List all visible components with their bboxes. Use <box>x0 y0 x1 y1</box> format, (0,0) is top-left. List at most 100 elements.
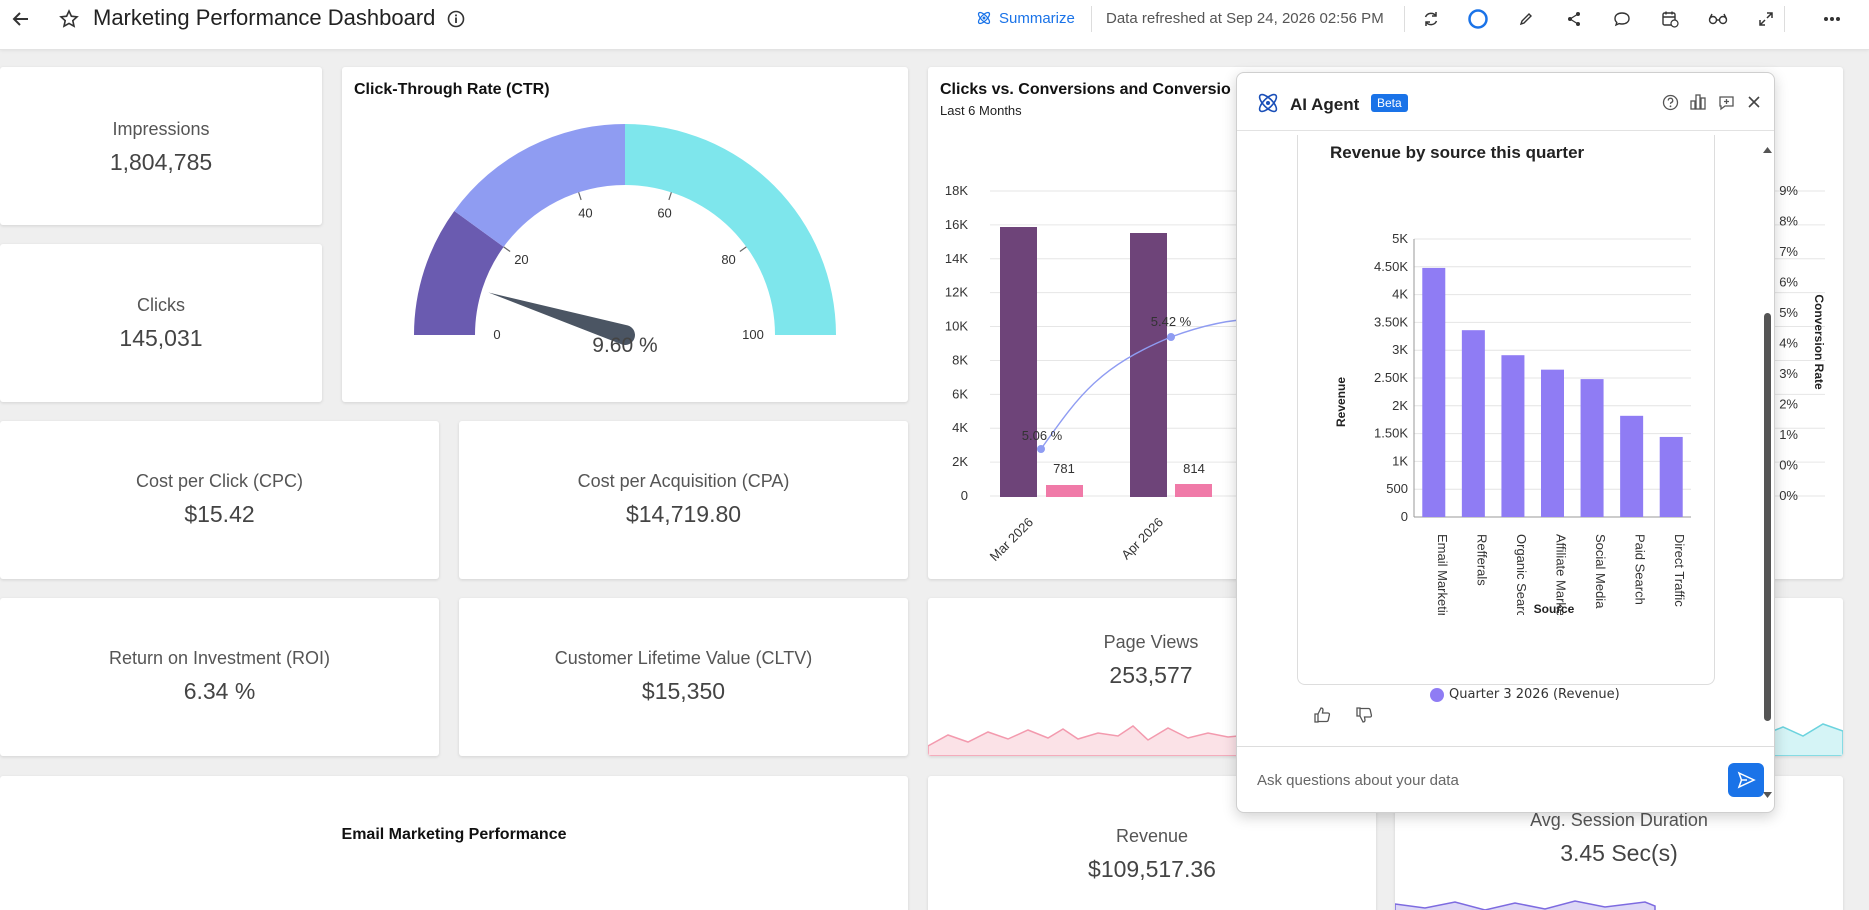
chat-scrollbar[interactable] <box>1763 145 1772 800</box>
divider <box>1784 6 1785 32</box>
rate-label: 5.42 % <box>1151 314 1192 329</box>
right-tick-label: 4% <box>1779 336 1798 351</box>
page-title: Marketing Performance Dashboard <box>93 5 436 30</box>
revenue-bar[interactable] <box>1501 355 1525 517</box>
send-button[interactable] <box>1728 763 1764 797</box>
cltv-label: Customer Lifetime Value (CLTV) <box>554 648 813 668</box>
revenue-bar[interactable] <box>1461 330 1485 517</box>
y-tick-label: 2.50K <box>1374 370 1408 385</box>
ai-agent-panel: AI Agent Beta Revenue by source this qua… <box>1236 72 1775 813</box>
y-tick-label: 5K <box>1392 231 1408 246</box>
more-options-icon[interactable] <box>1820 7 1844 31</box>
y-tick-label: 18K <box>945 183 968 198</box>
y-axis-title: Revenue <box>1334 377 1348 427</box>
star-icon[interactable] <box>57 7 81 31</box>
cpc-label: Cost per Click (CPC) <box>135 471 304 491</box>
right-tick-label: 7% <box>1779 244 1798 259</box>
gauge-band <box>454 124 625 247</box>
y-tick-label: 500 <box>1386 481 1408 496</box>
x-tick-label: Apr 2026 <box>1118 515 1166 563</box>
info-icon[interactable] <box>444 7 468 31</box>
view-mode-icon[interactable] <box>1706 7 1730 31</box>
comment-icon[interactable] <box>1610 7 1634 31</box>
y-tick-label: 10K <box>945 319 968 334</box>
revenue-bar[interactable] <box>1620 415 1644 517</box>
thumbs-up-icon[interactable] <box>1312 705 1334 727</box>
x-tick-label: Paid Search <box>1633 534 1648 605</box>
y-tick-label: 8K <box>952 352 968 367</box>
gauge-tick <box>503 246 511 253</box>
y-tick-label: 6K <box>952 386 968 401</box>
conversions-bar <box>1046 485 1083 497</box>
right-tick-label: 6% <box>1779 275 1798 290</box>
impressions-label: Impressions <box>112 119 210 139</box>
top-bar: Marketing Performance Dashboard Summariz… <box>0 0 1869 50</box>
schedule-icon[interactable] <box>1658 7 1682 31</box>
summarize-button[interactable]: Summarize <box>975 9 1075 27</box>
back-arrow-icon[interactable] <box>9 7 33 31</box>
right-tick-label: 2% <box>1779 397 1798 412</box>
x-axis-title: Source <box>1534 602 1575 615</box>
edit-icon[interactable] <box>1514 7 1538 31</box>
thumbs-down-icon[interactable] <box>1354 705 1376 727</box>
right-tick-label: 1% <box>1779 427 1798 442</box>
ask-question-input[interactable] <box>1257 765 1717 795</box>
scroll-down-icon[interactable] <box>1763 790 1772 800</box>
revenue-bar[interactable] <box>1541 369 1564 517</box>
data-refreshed-text: Data refreshed at Sep 24, 2026 02:56 PM <box>1106 10 1384 27</box>
help-icon[interactable] <box>1659 91 1681 113</box>
right-tick-label: 5% <box>1779 305 1798 320</box>
agent-title: AI Agent <box>1290 95 1360 114</box>
scroll-thumb[interactable] <box>1764 313 1771 721</box>
page-views-value: 253,577 <box>1109 662 1193 688</box>
gauge-tick <box>578 192 582 201</box>
cpc-card: Cost per Click (CPC) $15.42 <box>0 421 439 579</box>
fullscreen-icon[interactable] <box>1754 7 1778 31</box>
gauge-tick-label: 40 <box>578 205 592 220</box>
revenue-bar[interactable] <box>1422 267 1446 517</box>
chart-view-icon[interactable] <box>1687 91 1709 113</box>
new-chat-icon[interactable] <box>1715 91 1737 113</box>
legend-label: Quarter 3 2026 (Revenue) <box>1449 687 1620 702</box>
clicks-chart-subtitle: Last 6 Months <box>940 103 1022 118</box>
ctr-gauge: 0 20 40 60 80 100 9.60 % <box>414 124 836 357</box>
y-tick-label: 4K <box>1392 287 1408 302</box>
close-icon[interactable] <box>1743 91 1765 113</box>
loading-spinner-icon <box>1466 7 1490 31</box>
right-tick-label: 8% <box>1779 214 1798 229</box>
y-tick-label: 3.50K <box>1374 314 1408 329</box>
y-tick-label: 4K <box>952 420 968 435</box>
share-icon[interactable] <box>1562 7 1586 31</box>
divider <box>1091 6 1092 32</box>
chart-legend[interactable]: Quarter 3 2026 (Revenue) <box>1430 687 1620 702</box>
revenue-bar[interactable] <box>1580 379 1604 517</box>
revenue-bar[interactable] <box>1659 436 1683 517</box>
cltv-value: $15,350 <box>641 678 726 704</box>
session-sparkline <box>1395 900 1656 910</box>
cpc-value: $15.42 <box>184 501 255 527</box>
conversion-rate-line <box>1040 318 1259 450</box>
right-tick-label: 0% <box>1779 488 1798 503</box>
x-tick-label: Email Marketing <box>1435 534 1450 615</box>
clicks-chart-title: Clicks vs. Conversions and Conversio <box>940 81 1231 98</box>
gauge-tick-label: 80 <box>721 252 735 267</box>
divider <box>1404 6 1405 32</box>
roi-label: Return on Investment (ROI) <box>108 648 331 668</box>
impressions-value: 1,804,785 <box>109 149 213 175</box>
cpa-card: Cost per Acquisition (CPA) $14,719.80 <box>459 421 908 579</box>
clicks-card: Clicks 145,031 <box>0 244 322 402</box>
scroll-up-icon[interactable] <box>1763 145 1772 155</box>
ai-atom-icon <box>1255 90 1281 116</box>
x-tick-label: Affiliate Marketing <box>1554 534 1569 615</box>
summarize-label: Summarize <box>999 9 1075 27</box>
email-marketing-card: Email Marketing Performance <box>0 776 908 910</box>
session-duration-value: 3.45 Sec(s) <box>1560 840 1678 866</box>
clicks-bar <box>1000 227 1037 497</box>
x-tick-label: Social Media <box>1593 534 1608 609</box>
refresh-icon[interactable] <box>1419 7 1443 31</box>
cpa-value: $14,719.80 <box>625 501 742 527</box>
rate-point <box>1037 445 1045 453</box>
page-views-label: Page Views <box>1103 632 1199 652</box>
email-marketing-title: Email Marketing Performance <box>341 826 567 843</box>
gauge-tick <box>739 246 747 253</box>
